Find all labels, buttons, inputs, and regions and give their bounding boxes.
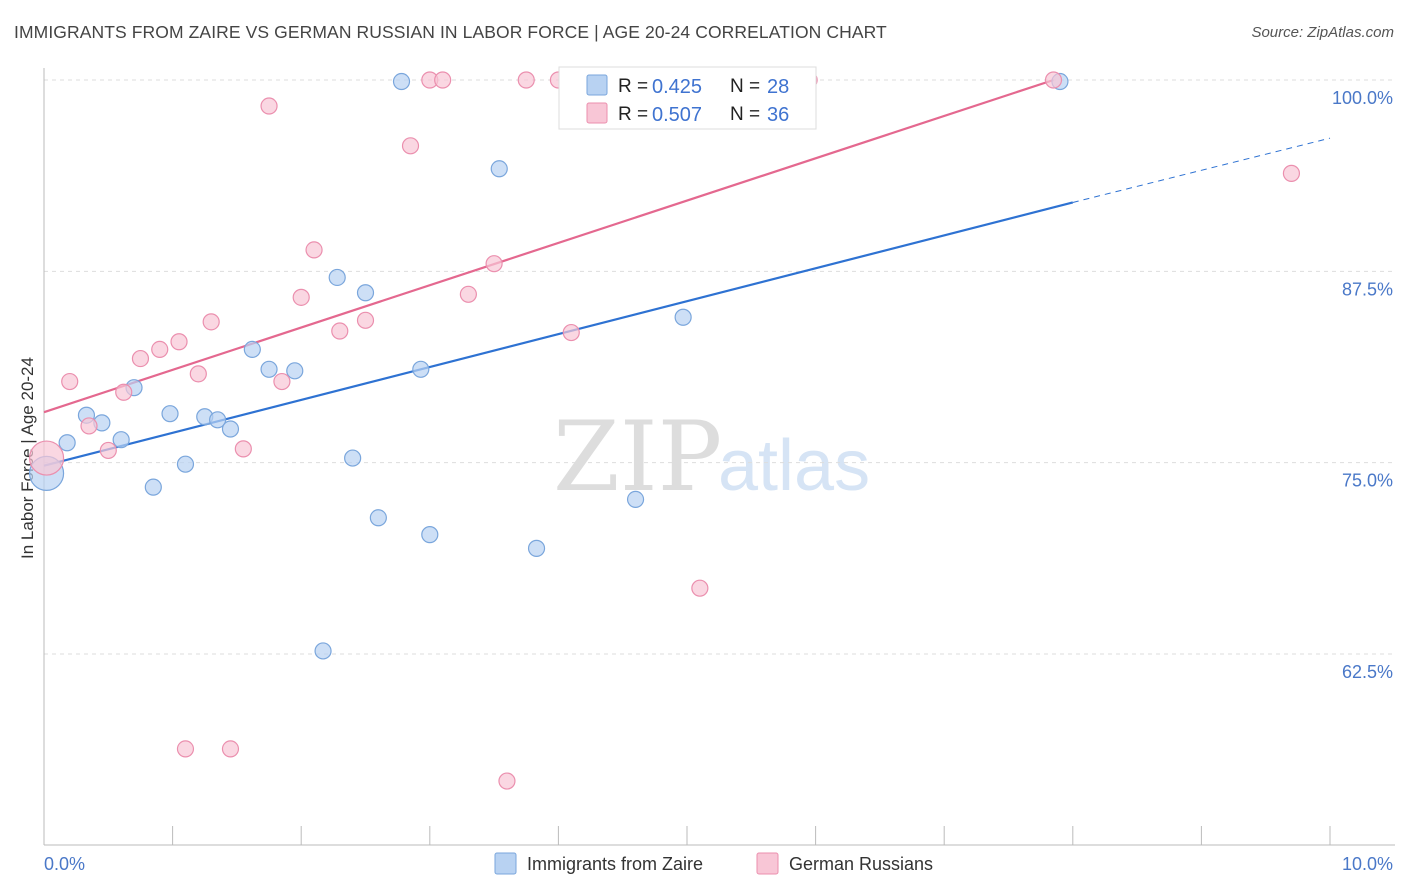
- data-point-pink: [498, 772, 516, 790]
- data-point-pink: [331, 322, 349, 340]
- data-point-pink: [131, 349, 150, 368]
- data-point-pink: [356, 311, 375, 329]
- data-point-pink: [202, 313, 220, 331]
- data-point-pink: [260, 97, 278, 115]
- gridlines: [44, 79, 1395, 655]
- tick-labels: 100.0% 87.5% 75.0% 62.5% 0.0% 10.0%: [44, 88, 1393, 874]
- watermark-atlas: atlas: [718, 426, 870, 506]
- legend-n-label-2: N =: [730, 104, 760, 125]
- x-ticks: [43, 826, 1331, 845]
- data-point-blue: [112, 431, 130, 449]
- data-point-blue: [260, 360, 278, 378]
- legend-swatch-pink: [586, 102, 608, 124]
- source-label: Source: ZipAtlas.com: [1251, 24, 1394, 41]
- data-point-blue: [286, 362, 304, 380]
- data-point-pink: [115, 383, 133, 401]
- legend-r-label-2: R =: [618, 104, 648, 125]
- data-point-blue: [209, 411, 227, 429]
- data-point-pink: [562, 323, 580, 342]
- data-point-pink: [305, 241, 323, 259]
- trend-line-pink: [43, 78, 1054, 414]
- data-point-pink: [434, 71, 452, 89]
- chart-title: IMMIGRANTS FROM ZAIRE VS GERMAN RUSSIAN …: [14, 22, 887, 42]
- y-axis-title: In Labor Force | Age 20-24: [18, 357, 37, 559]
- data-point-pink: [189, 365, 207, 383]
- data-point-pink: [292, 288, 310, 306]
- series-legend-label-german-russians: German Russians: [789, 854, 933, 874]
- data-point-pink: [221, 740, 240, 758]
- data-point-pink: [28, 440, 65, 476]
- y-tick-label: 100.0%: [1332, 88, 1393, 108]
- series-legend-swatch-zaire: [494, 852, 517, 875]
- data-point-pink: [1044, 71, 1063, 89]
- legend-r-value-1: 0.425: [652, 76, 702, 98]
- data-point-pink: [234, 440, 252, 458]
- data-point-blue: [392, 72, 411, 91]
- data-point-pink: [80, 417, 98, 435]
- data-point-pink: [273, 372, 291, 391]
- data-point-blue: [328, 268, 346, 287]
- data-point-pink: [170, 333, 188, 351]
- x-tick-label: 0.0%: [44, 854, 85, 874]
- data-point-pink: [517, 71, 535, 89]
- trend-line-extension-blue: [1072, 137, 1331, 203]
- data-point-pink: [1282, 164, 1301, 182]
- data-point-blue: [490, 160, 508, 178]
- y-tick-label: 87.5%: [1342, 279, 1393, 299]
- legend-n-value-1: 28: [767, 76, 789, 98]
- data-point-blue: [421, 526, 439, 544]
- data-point-pink: [61, 372, 79, 391]
- legend-swatch-blue: [586, 74, 608, 96]
- data-point-blue: [58, 434, 76, 452]
- data-point-blue: [626, 490, 645, 509]
- data-point-pink: [99, 441, 117, 460]
- y-tick-label: 62.5%: [1342, 662, 1393, 682]
- data-point-blue: [356, 284, 375, 302]
- data-point-blue: [221, 420, 240, 438]
- data-point-pink: [691, 579, 709, 597]
- data-point-blue: [369, 509, 387, 527]
- series-legend-swatch-german-russians: [756, 852, 779, 875]
- data-point-blue: [412, 360, 430, 378]
- legend-n-value-2: 36: [767, 104, 789, 126]
- stats-legend: R = 0.425 N = 28 R = 0.507 N = 36: [558, 66, 817, 130]
- data-point-blue: [176, 455, 195, 473]
- data-point-pink: [151, 340, 169, 358]
- y-tick-label: 75.0%: [1342, 471, 1393, 491]
- data-point-blue: [144, 478, 162, 496]
- data-point-blue: [314, 642, 332, 660]
- data-point-pink: [176, 740, 195, 758]
- data-point-pink: [485, 255, 503, 273]
- data-point-pink: [401, 137, 420, 155]
- data-point-blue: [674, 308, 692, 326]
- legend-r-value-2: 0.507: [652, 104, 702, 126]
- data-point-blue: [527, 539, 546, 557]
- legend-n-label-1: N =: [730, 76, 760, 97]
- data-point-blue: [161, 405, 179, 423]
- data-point-pink: [459, 285, 477, 303]
- data-point-blue: [344, 449, 362, 467]
- data-point-blue: [243, 340, 261, 358]
- series-legend-label-zaire: Immigrants from Zaire: [527, 854, 703, 874]
- x-tick-label: 10.0%: [1342, 854, 1393, 874]
- series-legend: Immigrants from Zaire German Russians: [494, 852, 933, 875]
- legend-r-label-1: R =: [618, 76, 648, 97]
